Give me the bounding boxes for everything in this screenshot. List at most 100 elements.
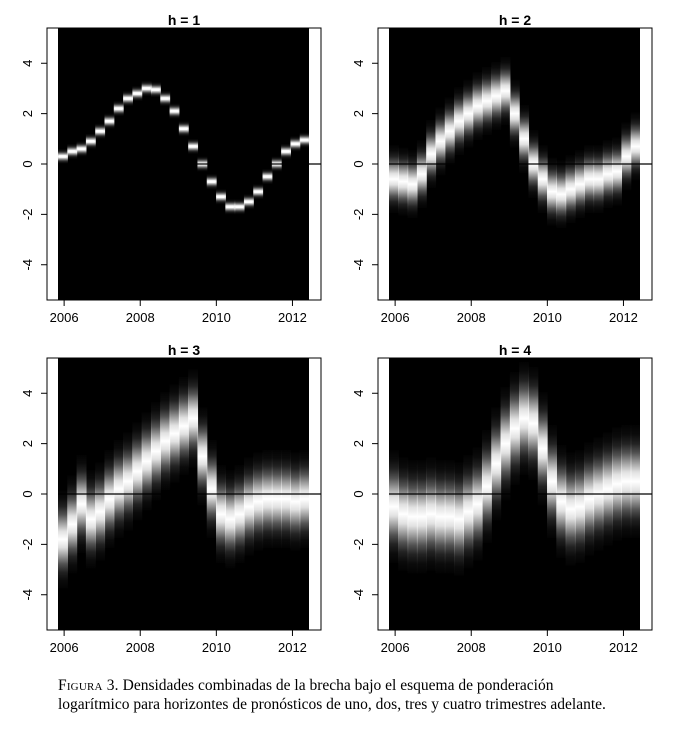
density-column <box>76 454 87 554</box>
density-column <box>574 449 585 564</box>
x-tick-label: 2008 <box>457 640 486 655</box>
density-peak <box>282 150 290 153</box>
density-peak <box>133 92 141 95</box>
density-column <box>472 72 483 141</box>
density-columns <box>58 369 309 589</box>
density-column <box>299 449 309 549</box>
density-column <box>150 402 161 501</box>
density-peak <box>161 97 169 100</box>
density-columns <box>389 361 640 576</box>
density-peak <box>59 155 67 158</box>
x-tick-label: 2010 <box>202 640 231 655</box>
density-column <box>454 462 464 576</box>
density-peak <box>68 150 76 153</box>
density-column <box>435 460 446 574</box>
y-tick-label: -2 <box>351 539 366 551</box>
density-peak <box>217 195 225 198</box>
density-column <box>271 449 282 549</box>
density-peak <box>114 107 123 110</box>
density-column <box>630 424 640 539</box>
density-column <box>463 79 474 148</box>
density-column <box>407 460 418 574</box>
density-column <box>416 140 427 209</box>
density-column <box>389 145 399 214</box>
y-tick-label: 0 <box>351 160 366 167</box>
density-column <box>621 122 632 191</box>
density-column <box>398 457 409 571</box>
density-column <box>454 87 464 156</box>
density-column <box>216 465 226 564</box>
x-tick-label: 2006 <box>50 640 79 655</box>
density-column <box>519 361 530 476</box>
density-column <box>262 449 273 549</box>
density-column <box>630 112 640 181</box>
density-column <box>67 475 78 574</box>
y-tick-label: -4 <box>351 259 366 271</box>
density-column <box>58 490 68 589</box>
density-column <box>160 392 171 491</box>
density-column <box>565 155 576 224</box>
y-tick-label: 0 <box>20 490 35 497</box>
figure-caption: Figura 3. Densidades combinadas de la br… <box>58 676 618 714</box>
density-column <box>547 424 557 539</box>
density-column <box>113 439 124 539</box>
density-column <box>602 140 613 209</box>
density-column <box>602 432 613 546</box>
y-tick-label: 4 <box>351 60 366 67</box>
x-tick-label: 2008 <box>457 310 486 325</box>
density-peak <box>226 205 234 209</box>
density-column <box>584 145 595 214</box>
y-tick-label: -2 <box>20 209 35 221</box>
density-column <box>463 454 474 569</box>
density-column <box>243 457 254 556</box>
density-column <box>565 452 576 566</box>
density-column <box>253 452 264 551</box>
density-column <box>537 145 548 214</box>
density-column <box>491 407 502 521</box>
x-tick-label: 2006 <box>381 640 410 655</box>
y-tick-label: 2 <box>20 440 35 447</box>
y-tick-label: 0 <box>351 490 366 497</box>
density-column <box>95 462 106 561</box>
density-column <box>188 369 199 468</box>
density-column <box>593 145 604 214</box>
panel-title: h = 3 <box>168 342 201 358</box>
density-peak <box>300 138 308 142</box>
density-columns <box>58 80 309 215</box>
density-peak <box>124 97 132 100</box>
y-tick-label: 2 <box>351 110 366 117</box>
density-peak <box>170 109 178 113</box>
caption-text: Densidades combinadas de la brecha bajo … <box>58 677 606 713</box>
density-column <box>389 449 399 564</box>
density-peak <box>254 190 262 193</box>
density-peak <box>179 127 188 130</box>
density-peak <box>263 175 271 178</box>
density-column <box>509 79 520 148</box>
y-tick-label: 4 <box>20 390 35 397</box>
density-column <box>481 67 492 136</box>
panel-title: h = 4 <box>499 342 532 358</box>
density-column <box>407 150 418 219</box>
density-column <box>178 376 189 476</box>
y-tick-label: 0 <box>20 160 35 167</box>
density-column <box>435 107 446 176</box>
density-column <box>290 452 301 551</box>
density-column <box>481 429 492 544</box>
density-column <box>444 97 455 166</box>
density-peak <box>105 119 113 123</box>
density-column <box>416 460 427 574</box>
density-column <box>556 444 567 559</box>
density-column <box>234 465 245 564</box>
density-peak <box>86 140 95 143</box>
density-column <box>104 449 115 549</box>
panel-title: h = 1 <box>168 12 201 28</box>
density-column <box>500 386 511 501</box>
density-peak <box>151 88 160 91</box>
x-tick-label: 2012 <box>609 640 638 655</box>
density-peak <box>291 142 299 146</box>
density-column <box>612 427 623 541</box>
density-column <box>206 439 217 539</box>
caption-label: Figura 3. <box>58 677 119 694</box>
x-tick-label: 2008 <box>126 310 155 325</box>
